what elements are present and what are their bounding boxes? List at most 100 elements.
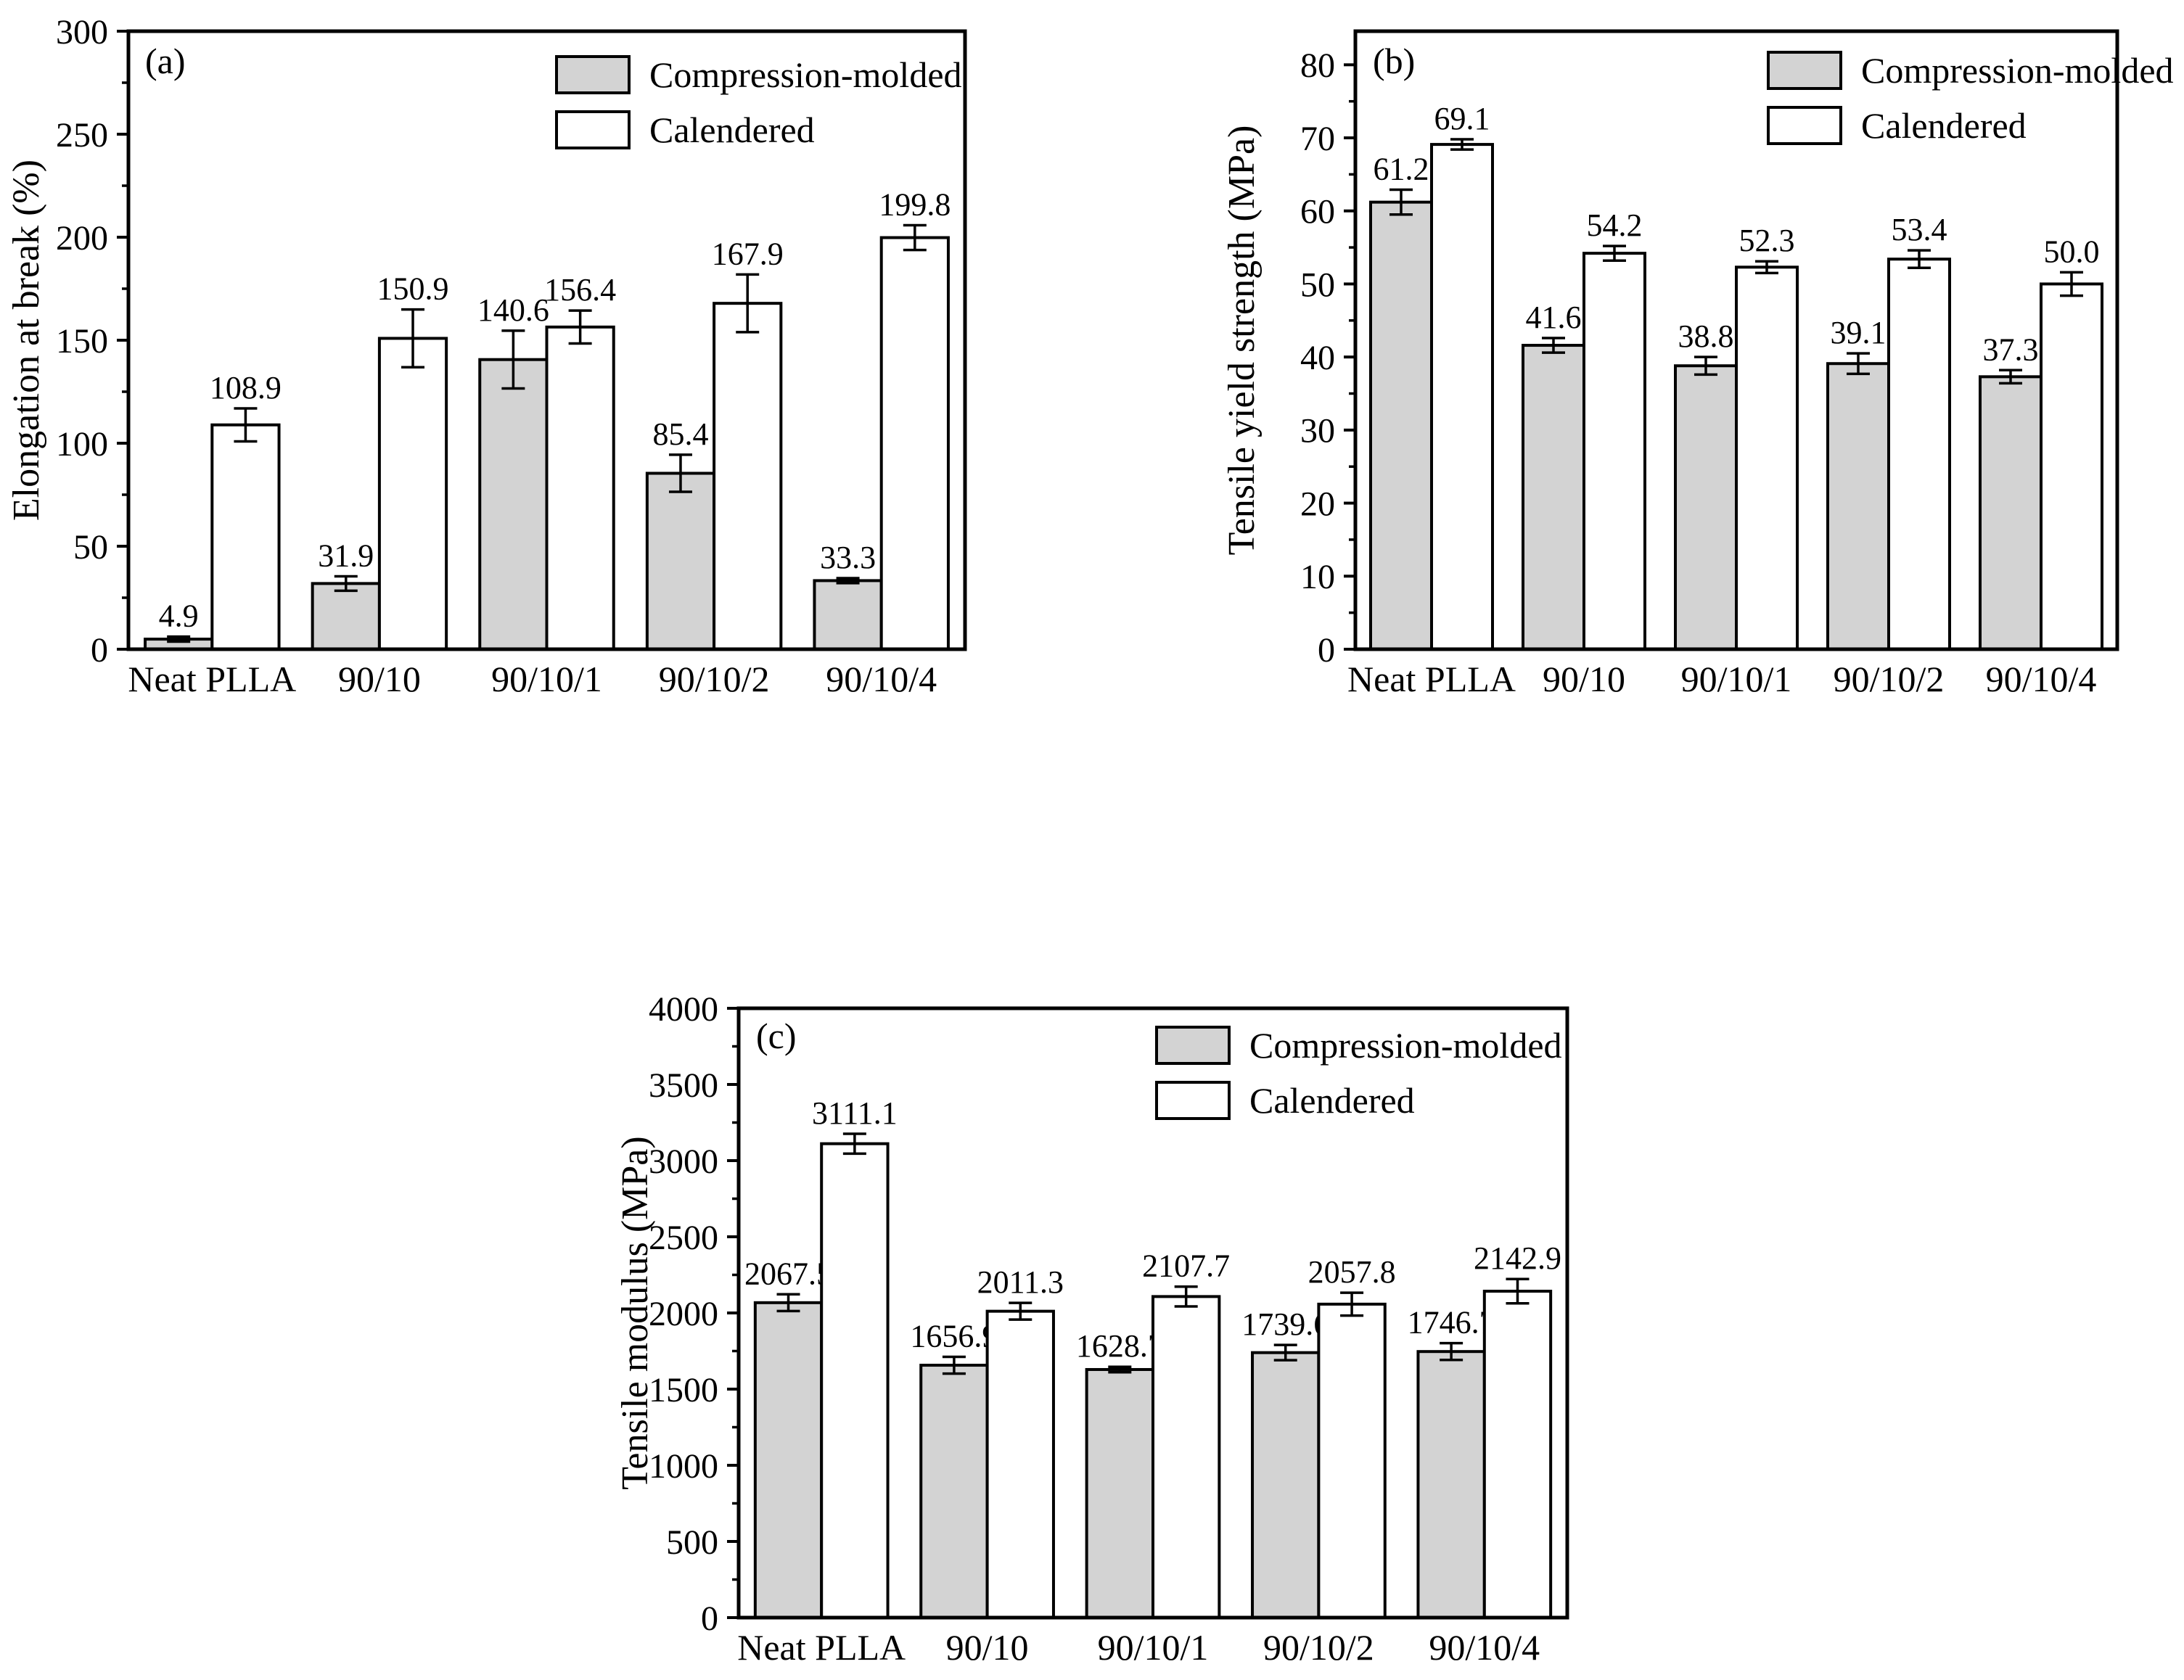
- bar-calendered: [1482, 1289, 1553, 1619]
- y-axis-title-a: Elongation at break (%): [6, 159, 47, 522]
- bar-calendered: [1317, 1302, 1387, 1619]
- x-category-label: 90/10/4: [826, 659, 937, 699]
- bar-value-label: 4.9: [159, 598, 199, 634]
- chart-tensile-yield-strength: 0 10 20 30 40 50 60 70 80 Neat PLLA 61.269.1 90/10 4…: [1300, 29, 2119, 699]
- x-category-label: 90/10/2: [1834, 659, 1945, 699]
- y-tick-label: 200: [56, 219, 108, 258]
- y-tick-label: 100: [56, 425, 108, 464]
- bar-value-label: 38.8: [1678, 318, 1734, 354]
- bar-compression-molded: [1416, 1350, 1486, 1619]
- bar-value-label: 2107.7: [1142, 1248, 1230, 1284]
- bar-calendered: [1582, 252, 1646, 651]
- x-category-label: 90/10: [946, 1627, 1029, 1668]
- bar-value-label: 53.4: [1892, 212, 1947, 247]
- y-tick-label: 60: [1300, 193, 1335, 231]
- bar-value-label: 61.2: [1374, 152, 1429, 187]
- y-tick-label: 1000: [649, 1447, 718, 1486]
- y-tick-label: 250: [56, 116, 108, 155]
- legend-label: Compression-molded: [1861, 50, 2174, 91]
- y-tick-label: 3500: [649, 1066, 718, 1105]
- bar-compression-molded: [311, 582, 381, 651]
- legend-label: Compression-molded: [1249, 1025, 1562, 1066]
- bar-compression-molded: [1826, 362, 1890, 651]
- x-category-label: 90/10/1: [1098, 1627, 1209, 1668]
- legend-row: Calendered: [1155, 1081, 1562, 1120]
- bar-value-label: 37.3: [1983, 332, 2039, 367]
- y-tick-label: 3000: [649, 1142, 718, 1181]
- y-tick-label: 70: [1300, 120, 1335, 158]
- bar-value-label: 156.4: [544, 272, 616, 308]
- bar-calendered: [1151, 1295, 1221, 1619]
- bar-value-label: 31.9: [318, 538, 374, 573]
- chart-elongation-at-break: 0 50 100 150 200 250 300 Neat PLLA 4.9 108.9 90/10…: [56, 13, 967, 699]
- legend-label: Calendered: [649, 110, 815, 150]
- y-tick-label: 50: [73, 528, 108, 567]
- y-tick-label: 0: [701, 1599, 718, 1638]
- bar-compression-molded: [1251, 1351, 1321, 1620]
- bar-calendered: [820, 1142, 890, 1619]
- bar-compression-molded: [1979, 375, 2043, 651]
- bar-value-label: 39.1: [1831, 315, 1887, 350]
- bar-calendered: [879, 236, 950, 651]
- x-category-label: Neat PLLA: [1347, 659, 1516, 699]
- legend-swatch-compression-molded: [1767, 51, 1842, 90]
- bar-compression-molded: [478, 358, 549, 651]
- y-tick-label: 30: [1300, 412, 1335, 450]
- bar-compression-molded: [1369, 200, 1433, 651]
- y-tick-label: 20: [1300, 485, 1335, 523]
- x-category-label: 90/10/1: [491, 659, 602, 699]
- legend-swatch-calendered: [1155, 1081, 1231, 1120]
- plot-frame: [736, 1006, 1569, 1620]
- plot-frame: [1353, 29, 2119, 651]
- x-category-label: 90/10/4: [1429, 1627, 1540, 1668]
- bar-calendered: [210, 423, 281, 651]
- legend-c: Compression-molded Calendered: [1155, 1026, 1562, 1136]
- plot-frame: [126, 29, 967, 651]
- bar-value-label: 3111.1: [812, 1095, 898, 1131]
- bar-calendered: [985, 1309, 1055, 1619]
- chart-tensile-modulus: 0 500 1000 1500 2000 2500 3000 3500 4000 Neat PLL…: [649, 990, 1569, 1668]
- bar-value-label: 2057.8: [1308, 1254, 1396, 1290]
- legend-row: Calendered: [555, 110, 962, 149]
- bar-value-label: 33.3: [820, 540, 876, 575]
- legend-label: Calendered: [1249, 1080, 1415, 1121]
- y-tick-label: 500: [666, 1523, 718, 1562]
- y-tick-label: 2000: [649, 1295, 718, 1333]
- y-tick-label: 80: [1300, 46, 1335, 85]
- legend-swatch-calendered: [1767, 106, 1842, 145]
- y-tick-label: 10: [1300, 558, 1335, 596]
- x-category-label: 90/10/2: [1263, 1627, 1374, 1668]
- y-tick-label: 2500: [649, 1219, 718, 1257]
- legend-swatch-compression-molded: [555, 55, 631, 94]
- x-category-label: 90/10/2: [659, 659, 770, 699]
- bar-value-label: 52.3: [1739, 223, 1795, 258]
- x-category-label: 90/10/1: [1681, 659, 1792, 699]
- bar-value-label: 85.4: [652, 416, 708, 452]
- y-tick-label: 0: [91, 631, 108, 670]
- panel-letter-b: (b): [1373, 41, 1416, 81]
- legend-row: Compression-molded: [1767, 51, 2174, 90]
- bar-value-label: 2011.3: [977, 1264, 1064, 1300]
- bar-calendered: [545, 325, 615, 651]
- panel-letter-a: (a): [145, 41, 186, 81]
- bar-value-label: 41.6: [1526, 300, 1582, 335]
- bar-value-label: 54.2: [1587, 207, 1643, 243]
- bar-compression-molded: [919, 1364, 989, 1620]
- y-tick-label: 50: [1300, 265, 1335, 304]
- bar-value-label: 69.1: [1434, 101, 1490, 136]
- bar-calendered: [1735, 265, 1799, 651]
- bar-value-label: 199.8: [879, 187, 951, 223]
- legend-b: Compression-molded Calendered: [1767, 51, 2174, 161]
- legend-label: Compression-molded: [649, 54, 962, 95]
- x-category-label: 90/10: [1543, 659, 1625, 699]
- bar-value-label: 1656.9: [910, 1319, 998, 1354]
- bar-compression-molded: [813, 579, 883, 651]
- y-tick-label: 40: [1300, 339, 1335, 377]
- bar-value-label: 140.6: [477, 292, 549, 328]
- bar-value-label: 1628.7: [1076, 1328, 1164, 1364]
- bar-calendered: [713, 302, 783, 651]
- x-category-label: 90/10: [338, 659, 421, 699]
- y-tick-label: 150: [56, 322, 108, 361]
- bar-value-label: 2067.5: [744, 1256, 832, 1291]
